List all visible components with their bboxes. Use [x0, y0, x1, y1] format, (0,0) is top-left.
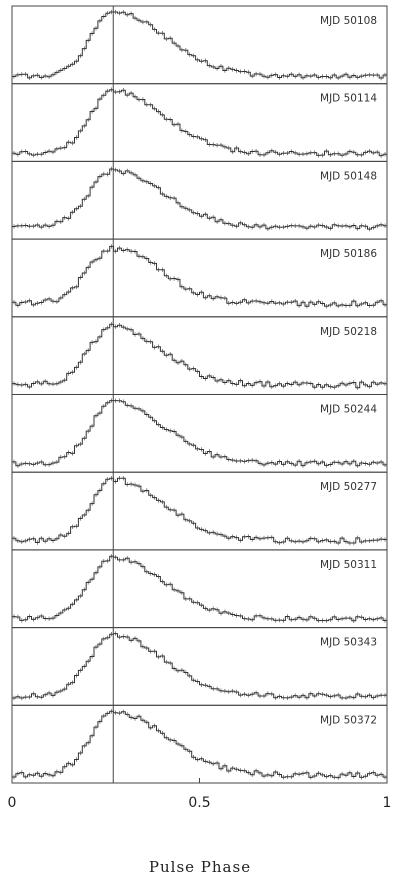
panel-label: MJD 50218: [320, 326, 377, 338]
panel: MJD 50277: [11, 471, 388, 551]
panel-label: MJD 50114: [320, 93, 377, 105]
x-axis-ticks: 0 0.5 1: [8, 778, 392, 811]
x-tick-label: 0.5: [188, 795, 210, 811]
profile-panels: MJD 50108 MJD 50114 MJD 50148 MJD 50186 MJD …: [11, 5, 388, 784]
panel-label: MJD 50108: [320, 15, 377, 27]
x-tick-label: 1: [383, 795, 392, 811]
panel: MJD 50343: [11, 627, 388, 706]
profile-histogram: [12, 400, 387, 467]
panel-label: MJD 50311: [320, 559, 377, 571]
profile-histogram: [12, 168, 387, 230]
panel-label: MJD 50277: [320, 481, 377, 493]
profile-histogram: [12, 323, 387, 389]
panel: MJD 50311: [11, 549, 388, 629]
x-axis-title: Pulse Phase: [149, 858, 251, 876]
panel: MJD 50372: [11, 704, 388, 784]
panel-label: MJD 50186: [320, 248, 377, 260]
profile-histogram: [12, 477, 387, 544]
profile-histogram: [12, 710, 387, 779]
profile-histogram: [12, 11, 387, 79]
panel: MJD 50186: [11, 238, 388, 318]
panel: MJD 50244: [11, 394, 388, 473]
profile-histogram: [12, 245, 387, 307]
panel-label: MJD 50244: [320, 404, 377, 416]
panel: MJD 50114: [11, 83, 388, 162]
x-tick-label: 0: [8, 795, 17, 811]
profile-histogram: [12, 555, 387, 622]
profile-histogram: [12, 633, 387, 699]
panel-label: MJD 50372: [320, 714, 377, 726]
panel: MJD 50148: [11, 160, 388, 240]
panel: MJD 50108: [11, 5, 388, 85]
panel-label: MJD 50148: [320, 170, 377, 182]
panel-label: MJD 50343: [320, 637, 377, 649]
panel: MJD 50218: [11, 316, 388, 395]
profile-histogram: [12, 89, 387, 157]
